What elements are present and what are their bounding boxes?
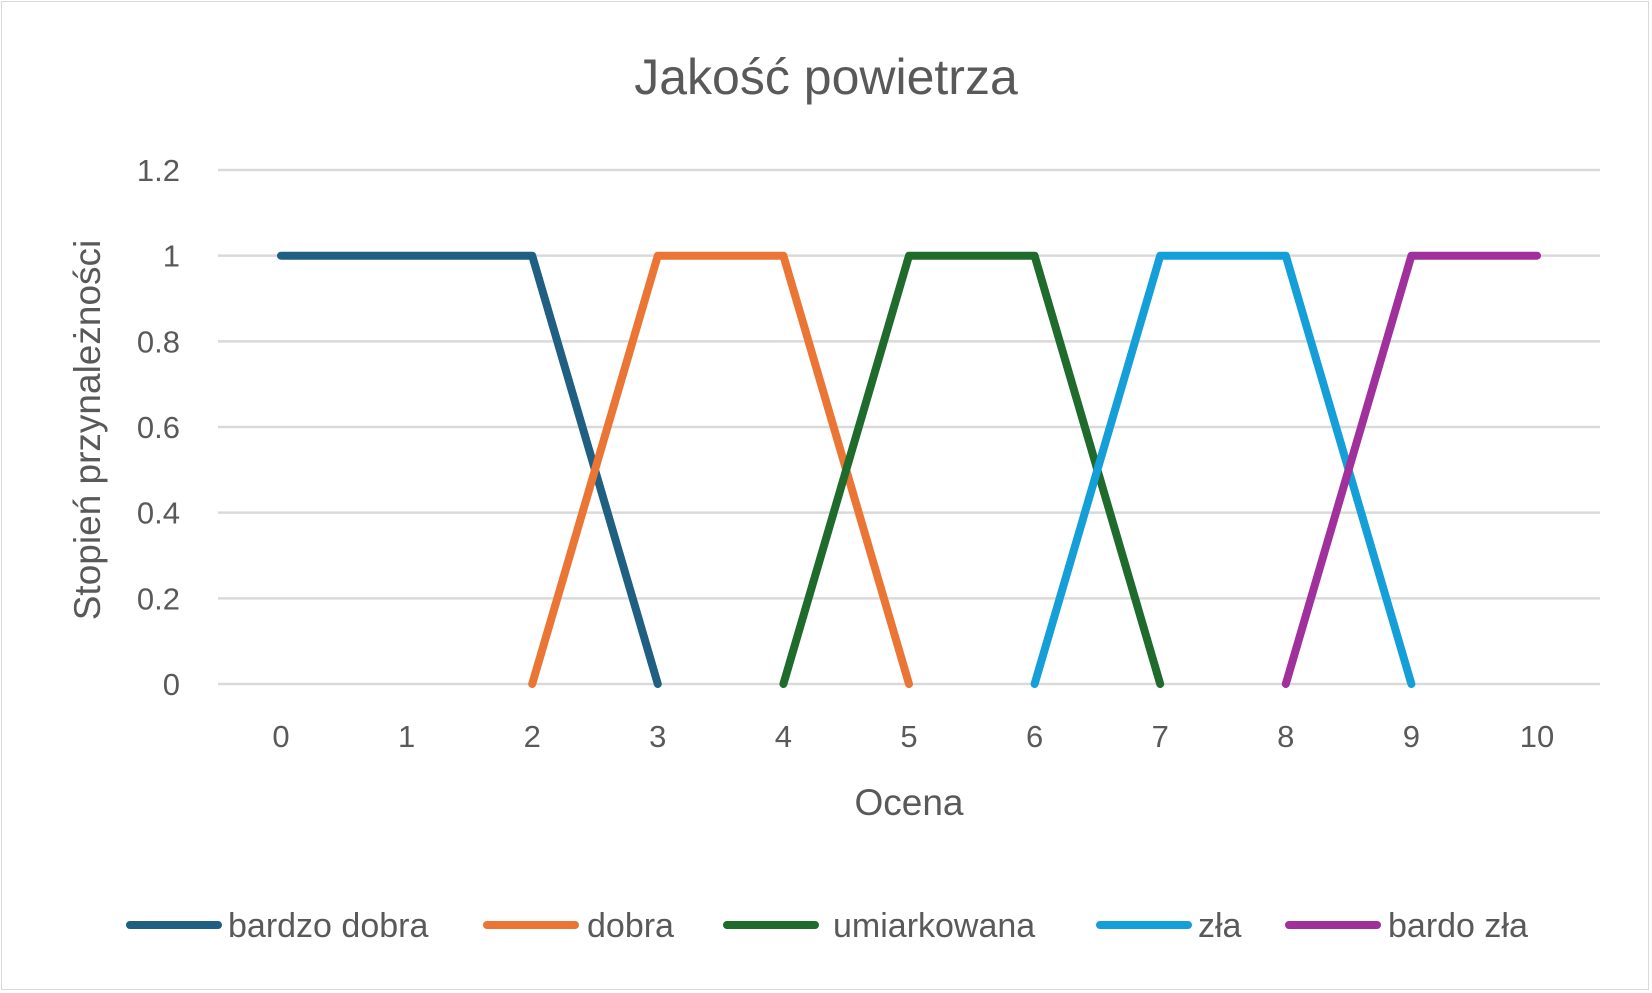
x-tick-label: 5 [900, 719, 917, 754]
y-tick-label: 0.6 [137, 410, 180, 445]
legend: bardzo dobra dobra umiarkowana zła bardo zła [126, 907, 1528, 945]
y-tick-label: 0.4 [137, 496, 180, 531]
y-tick-label: 1 [163, 239, 180, 274]
x-tick-label: 1 [398, 719, 415, 754]
y-tick-label: 0.8 [137, 324, 180, 359]
chart-title: Jakość powietrza [634, 49, 1018, 105]
x-axis-label: Ocena [854, 782, 963, 823]
y-tick-label: 0.2 [137, 581, 180, 616]
x-tick-label: 9 [1403, 719, 1420, 754]
y-tick-label: 0 [163, 667, 180, 702]
series-line-0 [277, 251, 662, 688]
legend-label: zła [1198, 907, 1242, 945]
series-line-4 [1281, 251, 1541, 688]
series-line-1 [528, 251, 913, 688]
x-tick-label: 0 [272, 719, 289, 754]
x-tick-label: 4 [775, 719, 792, 754]
x-tick-label: 8 [1277, 719, 1294, 754]
x-tick-label: 10 [1520, 719, 1554, 754]
y-axis-ticks: 0 0.2 0.4 0.6 0.8 1 1.2 [137, 153, 180, 702]
y-axis-label: Stopień przynależności [67, 240, 108, 621]
legend-label: bardzo dobra [228, 907, 428, 945]
series-line-3 [1030, 251, 1416, 688]
legend-label: umiarkowana [833, 907, 1035, 945]
x-tick-label: 6 [1026, 719, 1043, 754]
legend-label: bardo zła [1388, 907, 1528, 945]
series-lines [277, 251, 1541, 688]
series-line-2 [779, 251, 1165, 688]
legend-label: dobra [587, 907, 674, 945]
x-tick-label: 7 [1152, 719, 1169, 754]
y-tick-label: 1.2 [137, 153, 180, 188]
x-tick-label: 3 [649, 719, 666, 754]
x-axis-ticks: 0 1 2 3 4 5 6 7 8 9 10 [272, 719, 1554, 754]
x-tick-label: 2 [524, 719, 541, 754]
